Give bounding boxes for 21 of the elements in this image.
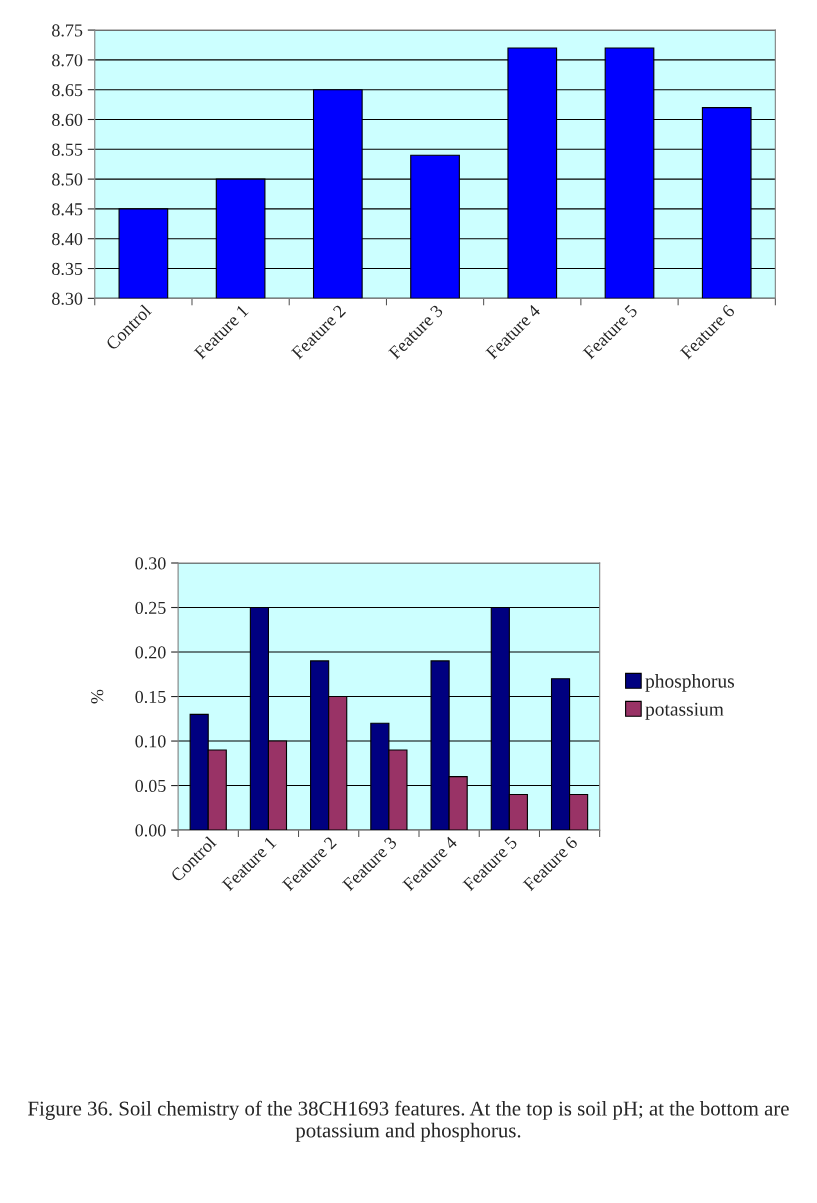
y-tick-label: 0.25 bbox=[135, 601, 166, 615]
y-axis-title: % bbox=[91, 689, 104, 704]
y-tick-label: 8.45 bbox=[52, 203, 83, 216]
y-tick-label: 0.10 bbox=[135, 735, 166, 748]
y-tick-label: 8.35 bbox=[52, 262, 83, 276]
y-tick-label: 0.20 bbox=[135, 646, 166, 659]
y-tick-label: 8.40 bbox=[52, 232, 83, 246]
y-tick-label: 8.65 bbox=[52, 83, 83, 97]
legend-label: phosphorus bbox=[645, 674, 735, 692]
y-tick-label: 8.50 bbox=[52, 173, 83, 186]
y-tick-label: 0.05 bbox=[135, 779, 166, 793]
y-tick-label: 8.30 bbox=[52, 292, 83, 305]
y-tick-label: 8.55 bbox=[52, 143, 83, 156]
y-tick-label: 0.15 bbox=[135, 690, 166, 704]
y-tick-label: 0.30 bbox=[135, 557, 166, 570]
y-tick-label: 0.00 bbox=[135, 824, 166, 837]
y-tick-label: 8.75 bbox=[52, 24, 83, 37]
legend-label: potassium bbox=[645, 702, 724, 720]
y-tick-label: 8.70 bbox=[52, 54, 83, 67]
y-tick-label: 8.60 bbox=[52, 113, 83, 127]
caption: Figure 36. Soil chemistry of the 38CH1693 features. At the top is soil pH; at the bottom are potassium and phosphorus. bbox=[28, 1100, 789, 1142]
